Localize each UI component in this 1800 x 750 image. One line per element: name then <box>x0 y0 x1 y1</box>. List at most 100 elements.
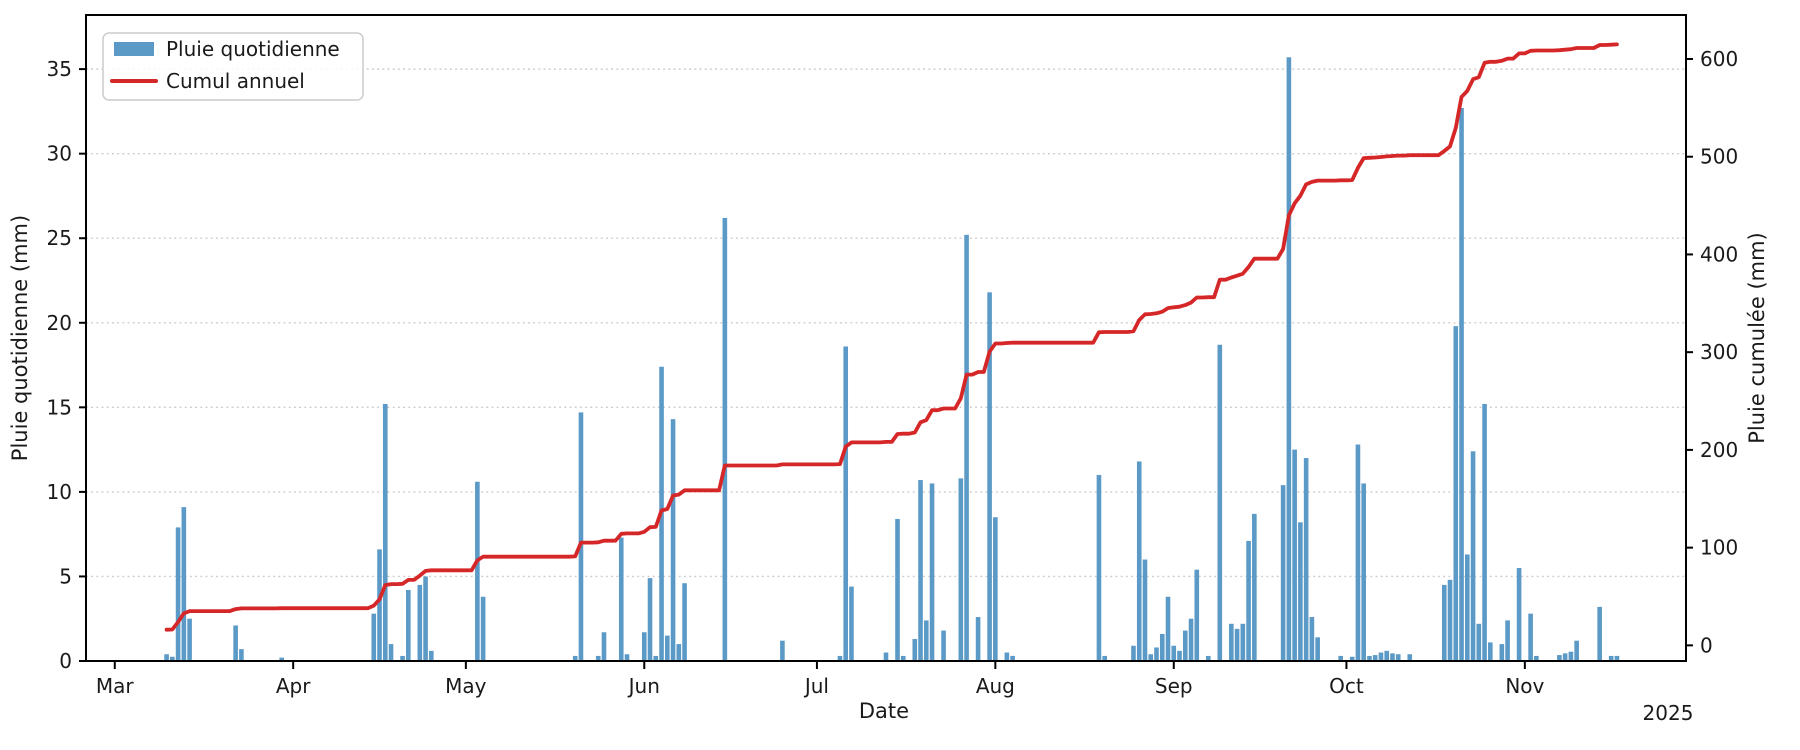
daily-rain-bar <box>406 589 411 661</box>
left-tick-label: 20 <box>47 311 72 335</box>
daily-rain-bar <box>1395 654 1401 661</box>
daily-rain-bar <box>480 596 486 661</box>
daily-rain-bar <box>618 537 624 661</box>
right-axis-title: Pluie cumulée (mm) <box>1745 232 1769 444</box>
x-tick-label: Nov <box>1505 674 1544 698</box>
daily-rain-bar <box>1246 540 1251 661</box>
daily-rain-bar <box>1407 654 1413 661</box>
daily-rain-bar <box>175 527 181 661</box>
left-tick-label: 15 <box>47 395 72 419</box>
daily-rain-bar <box>1280 485 1286 661</box>
daily-rain-bar <box>170 656 175 661</box>
daily-rain-bar <box>1528 613 1533 661</box>
daily-rain-bar <box>1470 451 1476 661</box>
x-tick-label: May <box>445 674 487 698</box>
daily-rain-bar <box>1488 642 1493 661</box>
daily-rain-bar <box>1240 623 1246 661</box>
daily-rain-bar <box>987 292 992 661</box>
daily-rain-bar <box>1131 645 1136 661</box>
daily-rain-bar <box>664 635 670 661</box>
right-tick-label: 300 <box>1700 340 1738 364</box>
daily-rain-bar <box>1378 652 1384 661</box>
daily-rain-bar <box>371 613 377 661</box>
daily-rain-bar <box>1557 655 1562 661</box>
left-tick-label: 10 <box>47 480 72 504</box>
daily-rain-bar <box>1188 618 1194 661</box>
daily-rain-bar <box>400 655 405 661</box>
daily-rain-bar <box>1159 633 1165 661</box>
daily-rain-bar <box>682 583 687 661</box>
daily-rain-bar <box>1292 449 1297 661</box>
daily-rain-bar <box>1142 559 1148 661</box>
daily-rain-bar <box>1298 522 1303 661</box>
daily-rain-bar <box>1482 403 1487 661</box>
daily-rain-bar <box>429 650 434 661</box>
daily-rain-bar <box>1206 655 1211 661</box>
daily-rain-bar <box>1568 651 1574 661</box>
daily-rain-bar <box>1148 654 1154 661</box>
right-tick-label: 400 <box>1700 242 1738 266</box>
x-tick-label: Oct <box>1329 674 1364 698</box>
daily-rain-bar <box>912 639 918 661</box>
daily-rain-bar <box>164 654 169 661</box>
legend-label-cumulative: Cumul annuel <box>166 69 305 93</box>
daily-rain-bar <box>1286 57 1292 662</box>
left-axis-title: Pluie quotidienne (mm) <box>8 215 32 461</box>
daily-rain-bar <box>1447 579 1453 661</box>
daily-rain-bar <box>1574 640 1579 661</box>
daily-rain-bar <box>1096 474 1102 661</box>
daily-rain-bar <box>181 507 187 661</box>
daily-rain-bar <box>1459 108 1464 661</box>
daily-rain-bar <box>1194 569 1200 661</box>
daily-rain-bar <box>1372 655 1378 661</box>
x-tick-label: Mar <box>96 674 135 698</box>
daily-rain-bar <box>1453 326 1459 661</box>
daily-rain-bar <box>1355 444 1361 661</box>
daily-rain-bar <box>849 586 854 661</box>
daily-rain-bar <box>1177 650 1182 661</box>
daily-rain-bar <box>941 630 946 661</box>
daily-rain-bar <box>1562 653 1568 661</box>
left-tick-label: 35 <box>47 57 72 81</box>
left-tick-label: 30 <box>47 142 72 166</box>
x-axis-title: Date <box>859 699 909 723</box>
daily-rain-bar <box>279 657 284 661</box>
daily-rain-bar <box>1338 655 1343 661</box>
daily-rain-bar <box>918 480 923 661</box>
daily-rain-bar <box>641 632 647 661</box>
daily-rain-bar <box>993 517 998 661</box>
right-tick-label: 200 <box>1700 438 1738 462</box>
right-tick-label: 500 <box>1700 145 1738 169</box>
daily-rain-bar <box>624 654 630 661</box>
x-tick-label: Aug <box>976 674 1015 698</box>
daily-rain-bar <box>958 478 964 661</box>
daily-rain-bar <box>1165 596 1171 661</box>
x-axis-year-label: 2025 <box>1643 701 1694 725</box>
daily-rain-bar <box>780 640 785 661</box>
x-tick-label: Jun <box>627 674 660 698</box>
daily-rain-bar <box>929 483 935 661</box>
legend-bar-swatch <box>114 42 154 56</box>
daily-rain-bar <box>1315 637 1320 661</box>
daily-rain-bar <box>670 419 676 661</box>
right-tick-label: 100 <box>1700 536 1738 560</box>
daily-rain-bar <box>1234 628 1240 661</box>
daily-rain-bar <box>475 481 480 661</box>
daily-rain-bar <box>1010 655 1015 661</box>
daily-rain-bar <box>883 652 889 661</box>
daily-rain-bar <box>578 412 584 661</box>
daily-rain-bar <box>1367 655 1372 661</box>
daily-rain-bar <box>233 625 238 661</box>
daily-rain-bar <box>1349 656 1355 661</box>
daily-rain-bar <box>1441 584 1447 661</box>
left-tick-label: 0 <box>59 649 72 673</box>
daily-rain-bar <box>1252 513 1257 661</box>
daily-rain-bar <box>1171 645 1177 661</box>
cumulative-line <box>164 42 1619 632</box>
daily-rain-bar <box>595 655 601 661</box>
daily-rain-bar <box>964 234 969 661</box>
daily-rain-bar <box>187 618 192 661</box>
